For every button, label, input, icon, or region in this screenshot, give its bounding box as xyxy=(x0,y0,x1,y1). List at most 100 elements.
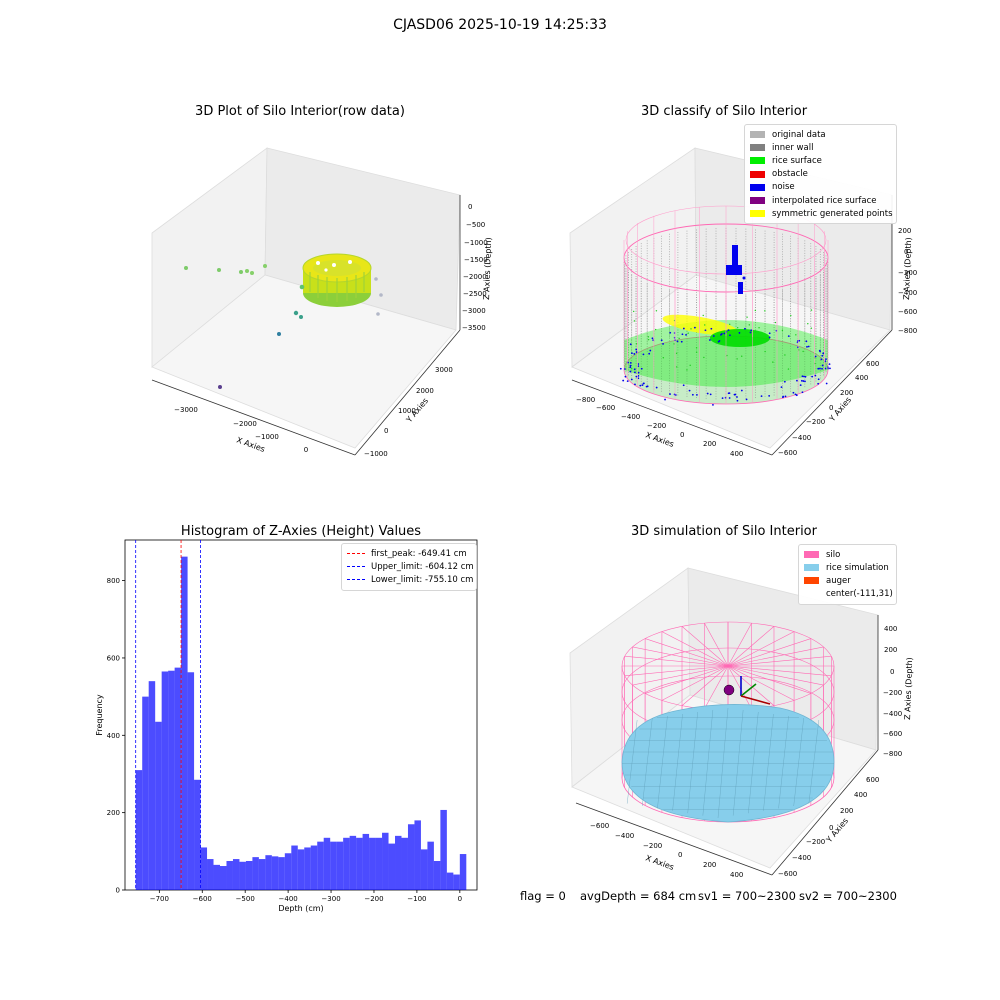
histogram-bar xyxy=(440,809,447,890)
status-sv2: sv2 = 700~2300 xyxy=(799,889,897,903)
panel2-legend-item: symmetric generated points xyxy=(750,207,893,220)
panel2-silo-cylinder xyxy=(619,205,831,406)
panel4-ztick-0: 400 xyxy=(884,625,897,633)
histogram-bar xyxy=(297,849,305,890)
histogram-bar xyxy=(395,835,402,890)
panel1-silo-ring xyxy=(302,253,372,307)
histogram-bar xyxy=(187,672,195,890)
panel2-ticks: −800 −600 −400 −200 0 200 400 −600 −400 … xyxy=(576,227,917,458)
x-tick-label: −600 xyxy=(193,895,212,903)
x-tick-label: −400 xyxy=(279,895,298,903)
histogram-bar xyxy=(310,845,318,890)
y-tick-label: 0 xyxy=(116,887,120,895)
histogram-bar xyxy=(181,556,188,890)
panel4-xtick-1: −400 xyxy=(615,832,634,840)
panel2-legend-item: obstacle xyxy=(750,168,891,181)
panel4-xtick-3: 0 xyxy=(678,851,682,859)
histogram-bar xyxy=(239,861,246,890)
histogram-bar xyxy=(330,841,337,890)
panel4-legend: silo rice simulation auger center(-111,3… xyxy=(798,544,897,605)
panel2-xtick-1: −600 xyxy=(596,404,615,412)
panel1-ytick-3: 2000 xyxy=(416,387,434,395)
panel2-ytick-3: 0 xyxy=(829,404,833,412)
histogram-bar xyxy=(200,847,208,890)
panel2-legend-item: inner wall xyxy=(750,141,891,154)
histogram-bar xyxy=(271,856,279,890)
legend-swatch xyxy=(804,591,819,598)
y-tick-label: 800 xyxy=(107,577,120,585)
panel4-ztick-6: −800 xyxy=(883,750,902,758)
panel4-xtick-0: −600 xyxy=(590,822,609,830)
panel1-ztick-6: −3000 xyxy=(462,307,486,315)
status-sv1: sv1 = 700~2300 xyxy=(698,889,796,903)
legend-label: rice simulation xyxy=(826,562,889,573)
histogram-bar xyxy=(213,864,220,890)
histogram-bar xyxy=(401,837,408,890)
status-avg-depth: avgDepth = 684 cm xyxy=(580,889,697,903)
histogram-bar xyxy=(219,866,227,890)
x-tick-label: −100 xyxy=(407,895,426,903)
x-tick-label: −500 xyxy=(236,895,255,903)
panel4-ztick-2: 0 xyxy=(890,668,894,676)
panel2-ztick-4: −600 xyxy=(898,308,917,316)
panel3-ylabel: Frequency xyxy=(95,694,104,736)
panel1-xtick-2: −1000 xyxy=(255,433,279,441)
histogram-bar xyxy=(336,841,344,890)
panel1-ztick-4: −2000 xyxy=(463,273,487,281)
histogram-bar xyxy=(382,832,389,890)
panel4-3d-plot: −600 −400 −200 0 200 400 −600 −400 −200 … xyxy=(569,567,914,879)
legend-label: obstacle xyxy=(772,169,808,180)
panel1-ytick-1: 0 xyxy=(384,427,388,435)
panel4-ytick-5: 400 xyxy=(854,791,867,799)
histogram-bar xyxy=(369,837,376,890)
panel4-legend-item: auger xyxy=(804,574,891,587)
panel1-ytick-0: −1000 xyxy=(364,450,388,458)
panel3-legend-item: Upper_limit: -604.12 cm xyxy=(347,560,474,573)
histogram-bar xyxy=(427,841,434,890)
panel3-histogram: −700 −600 −500 −400 −300 −200 −100 0 0 200 400 600… xyxy=(95,539,478,913)
histogram-bar xyxy=(407,824,415,890)
histogram-bar xyxy=(265,855,272,890)
legend-label: Upper_limit: -604.12 cm xyxy=(371,561,474,572)
histogram-bar xyxy=(304,847,311,890)
legend-label: noise xyxy=(772,182,795,193)
histogram-bar xyxy=(356,837,363,890)
panel2-legend-item: interpolated rice surface xyxy=(750,194,891,207)
legend-line xyxy=(347,566,365,568)
panel1-ztick-2: −1000 xyxy=(464,239,488,247)
panel2-title: 3D classify of Silo Interior xyxy=(640,104,808,119)
panel1-ticks: −3000 −2000 −1000 0 −1000 0 1000 2000 30… xyxy=(174,203,488,458)
histogram-bar xyxy=(252,857,259,890)
x-tick-label: 0 xyxy=(458,895,462,903)
panel2-ztick-1: 0 xyxy=(904,248,908,256)
panel1-outlier-points xyxy=(184,264,383,389)
legend-line xyxy=(347,579,365,581)
legend-swatch xyxy=(750,131,765,139)
panel4-title: 3D simulation of Silo Interior xyxy=(631,524,817,539)
panel1-axes xyxy=(151,195,461,456)
panel1-title: 3D Plot of Silo Interior(row data) xyxy=(195,104,405,119)
legend-swatch xyxy=(750,157,765,165)
panel4-ztick-3: −200 xyxy=(883,689,902,697)
panel2-ytick-4: 200 xyxy=(840,389,853,397)
panel4-ytick-6: 600 xyxy=(866,776,879,784)
panel2-legend: original data inner wall rice surface ob… xyxy=(744,124,897,225)
panel4-xtick-2: −200 xyxy=(643,842,662,850)
legend-label: symmetric generated points xyxy=(772,208,893,219)
histogram-bar xyxy=(284,853,292,890)
panel4-legend-item: silo xyxy=(804,548,891,561)
panel3-legend-item: Lower_limit: -755.10 cm xyxy=(347,573,473,586)
legend-label: auger xyxy=(826,575,851,586)
x-tick-label: −300 xyxy=(321,895,340,903)
histogram-bar xyxy=(446,872,454,890)
histogram-bar xyxy=(245,860,253,890)
panel2-legend-item: rice surface xyxy=(750,154,891,167)
panel1-3d-plot: −3000 −2000 −1000 0 −1000 0 1000 2000 30… xyxy=(151,147,493,458)
legend-label: inner wall xyxy=(772,142,814,153)
panel2-ztick-2: −200 xyxy=(898,269,917,277)
panel2-zlabel: Z Axies (Depth) xyxy=(902,237,913,300)
histogram-bar xyxy=(258,859,266,890)
y-tick-label: 400 xyxy=(107,732,120,740)
panel3-x-ticks: −700 −600 −500 −400 −300 −200 −100 0 xyxy=(150,890,462,903)
histogram-bar xyxy=(278,857,285,890)
